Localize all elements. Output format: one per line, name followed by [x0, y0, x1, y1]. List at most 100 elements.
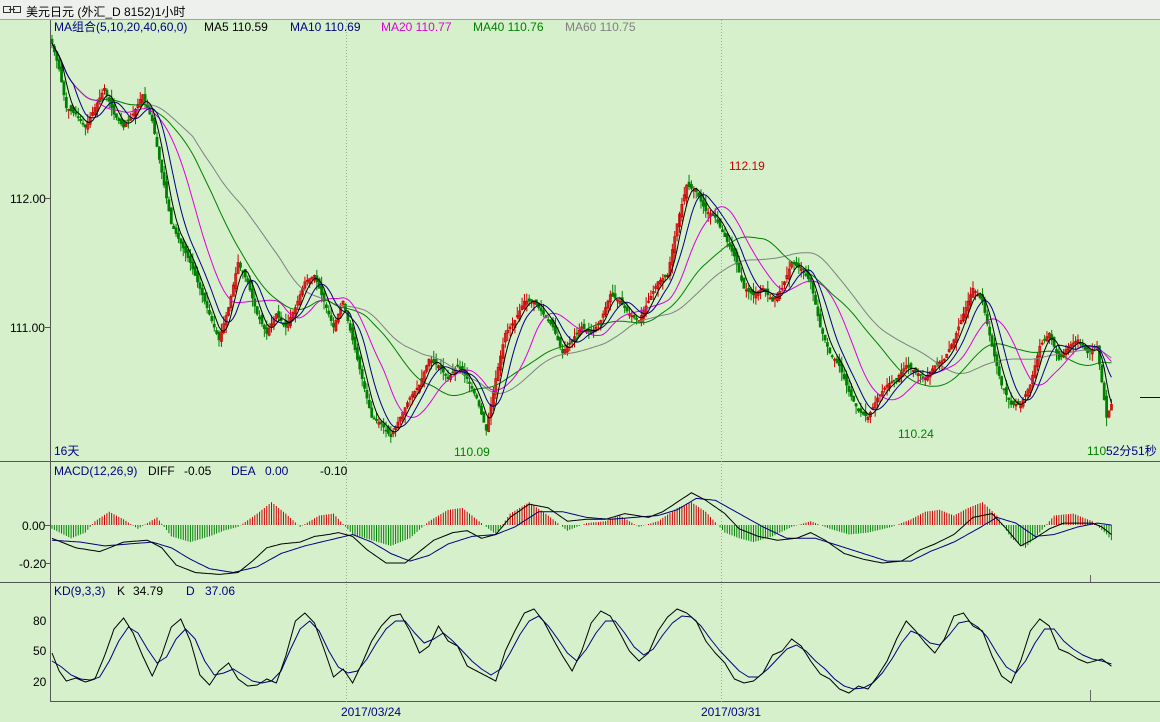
candle — [1074, 336, 1077, 351]
candle — [363, 377, 366, 393]
candle — [301, 285, 304, 298]
link-icon[interactable] — [3, 5, 21, 14]
macd-dea-value: 0.00 — [265, 464, 289, 478]
high-label: 112.19 — [729, 159, 765, 173]
candle — [413, 390, 417, 399]
kd-y-tick-80: 80 — [33, 614, 47, 628]
candle — [143, 87, 147, 109]
candle — [721, 225, 724, 233]
candle — [866, 412, 870, 423]
candlesticks — [50, 34, 1113, 443]
candle — [868, 410, 872, 424]
candle — [126, 115, 130, 129]
candle — [845, 370, 848, 394]
candle — [198, 275, 202, 296]
candle — [959, 314, 963, 325]
candle — [267, 323, 271, 337]
candle — [501, 337, 505, 365]
candle — [212, 315, 216, 332]
candle — [995, 351, 999, 375]
candle — [508, 323, 512, 337]
macd-lines — [51, 492, 1112, 575]
candle — [799, 261, 803, 278]
candle — [420, 369, 424, 388]
ma5-line — [51, 42, 1112, 433]
candle — [742, 277, 746, 289]
candle — [341, 300, 345, 308]
kd-y-tick-50: 50 — [33, 644, 47, 658]
candle — [408, 395, 412, 406]
candle — [611, 284, 615, 297]
candle — [530, 298, 533, 308]
candle — [826, 337, 829, 356]
k-line — [51, 608, 1112, 694]
candle — [1076, 334, 1080, 348]
candle — [682, 186, 686, 205]
macd-legend-title: MACD(12,26,9) — [54, 464, 137, 478]
candle — [456, 358, 460, 368]
candle — [582, 319, 586, 332]
candle — [472, 387, 476, 397]
candle — [229, 294, 233, 312]
candle — [534, 299, 538, 307]
candle — [623, 303, 627, 314]
candle — [973, 289, 977, 301]
candle — [157, 146, 161, 164]
candle — [398, 416, 402, 426]
candle — [828, 347, 832, 355]
moving-averages — [51, 42, 1112, 433]
candle — [220, 323, 223, 347]
candle — [847, 380, 851, 397]
candle — [496, 362, 500, 382]
candle — [60, 60, 63, 83]
candle — [861, 411, 865, 416]
candle — [680, 197, 684, 222]
candle — [661, 273, 665, 290]
candle — [694, 187, 698, 199]
candle — [604, 302, 607, 318]
candle — [167, 196, 171, 212]
candle — [91, 106, 94, 117]
candle — [117, 116, 121, 125]
candle — [854, 403, 858, 414]
candle — [685, 184, 689, 207]
candle — [434, 353, 438, 371]
candle — [50, 34, 54, 49]
candle — [444, 372, 448, 382]
candle — [647, 292, 650, 304]
candle — [876, 393, 879, 409]
candle — [172, 223, 176, 230]
candle — [215, 327, 219, 336]
candle — [613, 284, 617, 300]
candle — [332, 317, 335, 334]
candle — [1050, 329, 1054, 345]
candle — [84, 124, 87, 136]
candle — [952, 338, 956, 349]
candle — [616, 299, 619, 309]
candle — [1019, 401, 1023, 413]
candle — [880, 384, 884, 401]
candle — [515, 306, 519, 320]
countdown-label: 52分51秒 — [1106, 444, 1157, 458]
kd-legend-title: KD(9,3,3) — [54, 584, 105, 598]
candle — [554, 317, 557, 336]
title-bar: 美元日元 (外汇_D 8152)1小时 — [0, 0, 1160, 20]
candle — [477, 399, 481, 409]
candle — [358, 354, 362, 375]
candle — [830, 354, 834, 359]
candle — [883, 386, 887, 393]
candle — [406, 400, 409, 409]
kd-d-label: D — [186, 584, 195, 598]
candle — [162, 165, 166, 189]
ma20-legend: MA20 110.77 — [381, 20, 452, 34]
candle — [305, 274, 309, 286]
candle — [787, 261, 791, 288]
candle — [940, 355, 944, 370]
low-label-3: 110 — [1087, 444, 1106, 458]
candle — [482, 411, 486, 423]
candle — [744, 282, 748, 298]
candle — [389, 426, 393, 443]
candle — [704, 195, 708, 218]
candle — [1040, 339, 1044, 346]
